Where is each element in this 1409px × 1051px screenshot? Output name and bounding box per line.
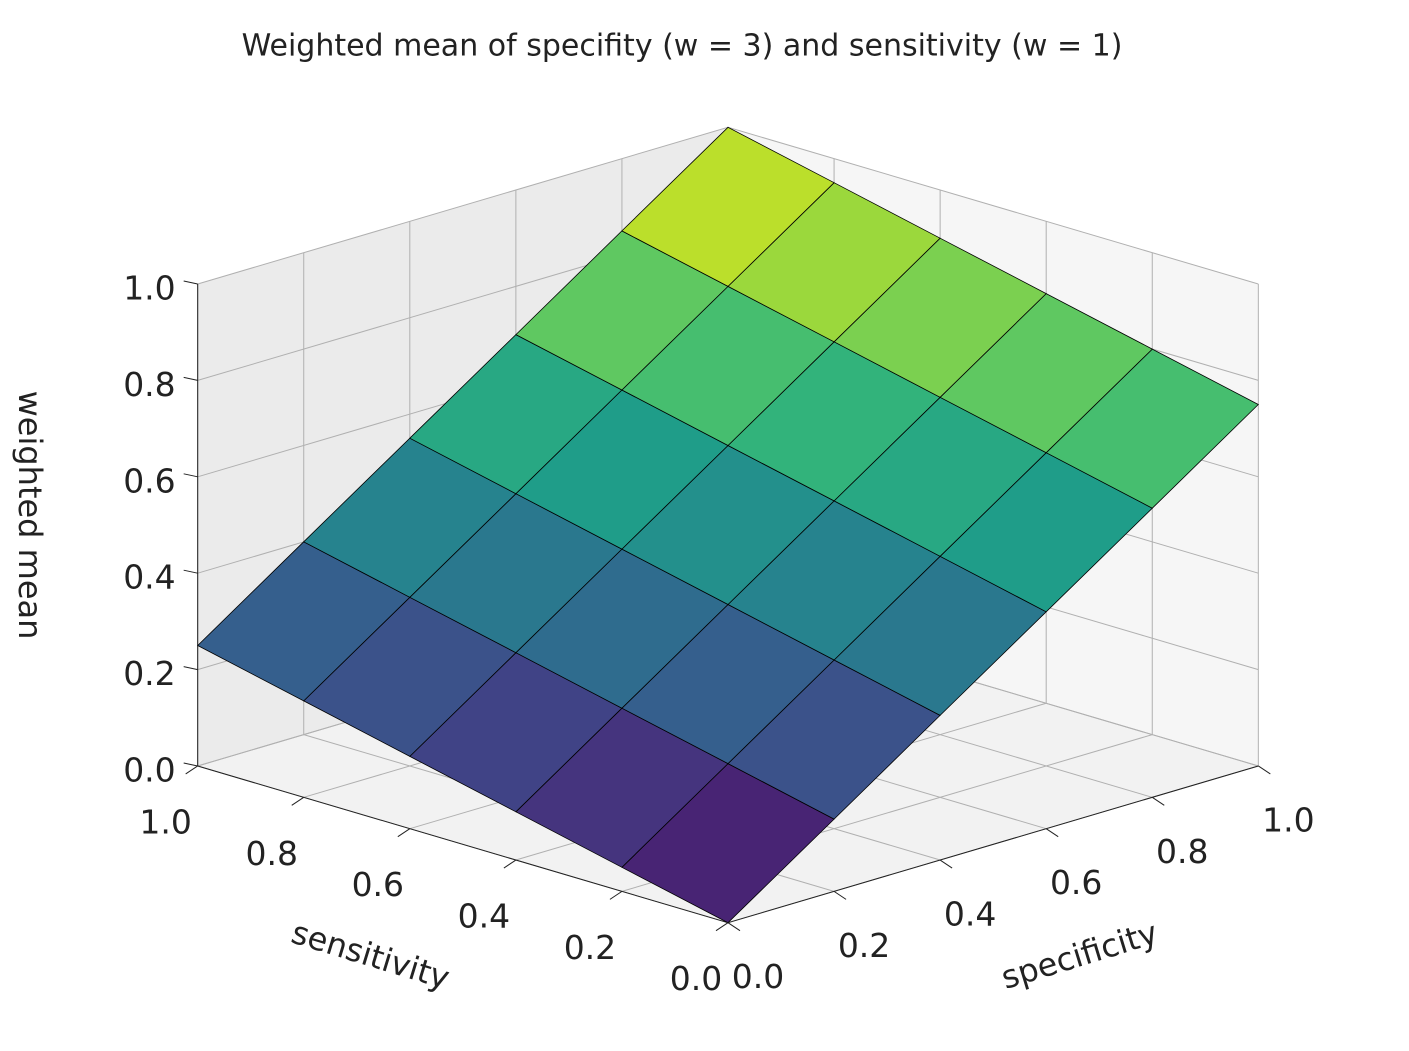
tick-mark	[939, 859, 953, 869]
x-tick-label: 1.0	[1262, 800, 1314, 839]
x-axis-label: specificity	[997, 913, 1162, 996]
x-tick-label: 0.6	[1050, 863, 1102, 902]
tick-mark	[609, 890, 623, 900]
x-tick-label: 0.2	[838, 926, 890, 965]
tick-mark	[183, 569, 198, 574]
x-tick-label: 0.4	[944, 895, 996, 934]
tick-mark	[183, 762, 198, 767]
x-tick-label: 0.0	[732, 957, 784, 996]
tick-mark	[183, 376, 198, 381]
x-axis-line	[727, 765, 1259, 924]
tick-mark	[727, 922, 741, 932]
tick-mark	[183, 280, 198, 285]
x-tick-label: 0.8	[1156, 832, 1208, 871]
grid-line	[197, 126, 729, 285]
y-tick-label: 0.0	[670, 959, 722, 998]
z-tick-label: 0.8	[123, 365, 175, 404]
tick-mark	[715, 922, 729, 932]
tick-mark	[183, 666, 198, 671]
tick-mark	[1258, 765, 1271, 775]
tick-mark	[185, 765, 198, 775]
y-axis-line	[197, 765, 729, 924]
tick-mark	[833, 890, 847, 900]
y-tick-label: 1.0	[139, 802, 191, 841]
z-tick-label: 0.4	[123, 558, 175, 597]
y-axis-label: sensitivity	[287, 913, 454, 997]
z-tick-label: 0.0	[123, 750, 175, 789]
z-tick-label: 0.2	[123, 654, 175, 693]
chart-title: Weighted mean of specifity (w = 3) and s…	[242, 29, 1123, 64]
tick-mark	[503, 859, 517, 869]
tick-mark	[183, 473, 198, 478]
tick-mark	[397, 828, 411, 838]
z-tick-label: 0.6	[123, 461, 175, 500]
tick-mark	[1151, 796, 1165, 806]
tick-mark	[291, 796, 305, 806]
z-axis-label: weighted mean	[11, 391, 49, 640]
tick-mark	[1045, 828, 1059, 838]
y-tick-label: 0.2	[564, 928, 616, 967]
y-tick-label: 0.8	[245, 834, 297, 873]
z-tick-label: 1.0	[123, 269, 175, 308]
y-tick-label: 0.6	[352, 865, 404, 904]
surface-patch	[621, 126, 835, 287]
y-tick-label: 0.4	[458, 897, 510, 936]
grid-line	[727, 126, 1259, 285]
